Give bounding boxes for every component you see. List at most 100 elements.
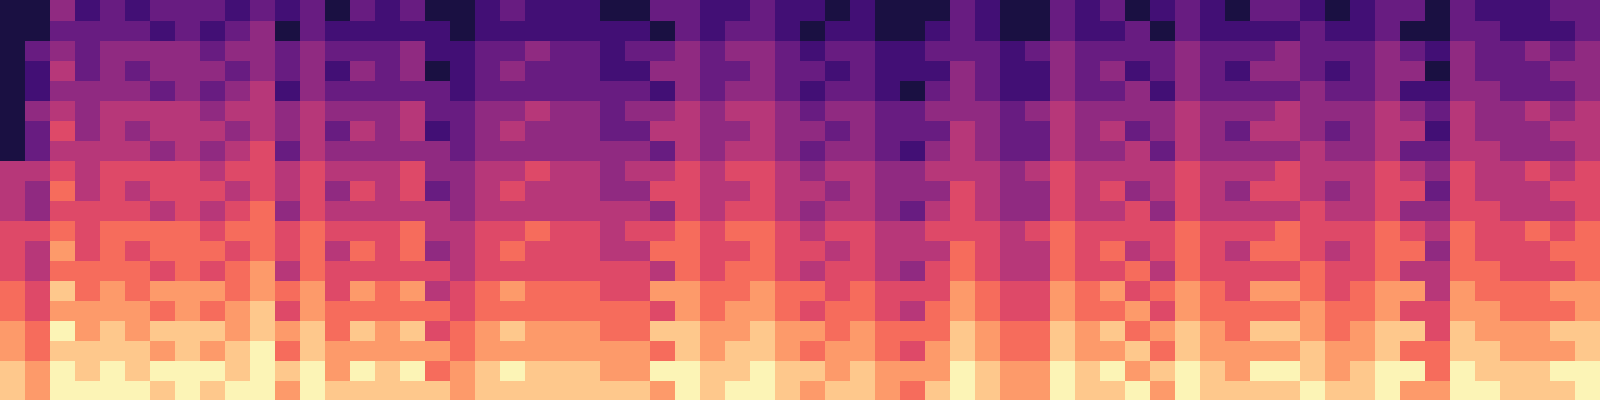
- cell: [975, 280, 1001, 301]
- cell: [1425, 180, 1451, 201]
- cell: [1450, 200, 1476, 221]
- cell: [1475, 220, 1501, 241]
- cell: [475, 140, 501, 161]
- cell: [475, 160, 501, 181]
- cell: [1525, 60, 1551, 81]
- cell: [1250, 20, 1276, 41]
- cell: [350, 320, 376, 341]
- cell: [525, 320, 551, 341]
- cell: [1125, 0, 1151, 21]
- cell: [800, 200, 826, 221]
- cell: [325, 100, 351, 121]
- cell: [575, 180, 601, 201]
- cell: [1525, 20, 1551, 41]
- cell: [1150, 240, 1176, 261]
- cell: [1550, 260, 1576, 281]
- cell: [225, 320, 251, 341]
- cell: [1350, 240, 1376, 261]
- cell: [325, 80, 351, 101]
- cell: [1100, 20, 1126, 41]
- cell: [1500, 180, 1526, 201]
- cell: [575, 160, 601, 181]
- cell: [1100, 220, 1126, 241]
- cell: [275, 0, 301, 21]
- cell: [775, 80, 801, 101]
- cell: [1225, 280, 1251, 301]
- cell: [1275, 220, 1301, 241]
- cell: [1550, 80, 1576, 101]
- cell: [425, 260, 451, 281]
- cell: [700, 360, 726, 381]
- cell: [725, 320, 751, 341]
- cell: [825, 320, 851, 341]
- cell: [250, 180, 276, 201]
- cell: [475, 120, 501, 141]
- cell: [1050, 160, 1076, 181]
- cell: [175, 380, 201, 400]
- cell: [500, 0, 526, 21]
- cell: [775, 100, 801, 121]
- cell: [1550, 280, 1576, 301]
- cell: [200, 200, 226, 221]
- cell: [600, 240, 626, 261]
- cell: [825, 120, 851, 141]
- cell: [800, 0, 826, 21]
- cell: [75, 340, 101, 361]
- cell: [75, 240, 101, 261]
- cell: [275, 140, 301, 161]
- cell: [75, 180, 101, 201]
- cell: [1175, 20, 1201, 41]
- cell: [200, 280, 226, 301]
- cell: [1000, 60, 1026, 81]
- cell: [850, 20, 876, 41]
- cell: [1225, 260, 1251, 281]
- cell: [1000, 180, 1026, 201]
- cell: [1075, 300, 1101, 321]
- cell: [1450, 20, 1476, 41]
- cell: [1075, 60, 1101, 81]
- cell: [800, 20, 826, 41]
- cell: [1275, 260, 1301, 281]
- cell: [25, 220, 51, 241]
- cell: [1550, 120, 1576, 141]
- cell: [1300, 220, 1326, 241]
- cell: [1475, 80, 1501, 101]
- cell: [100, 0, 126, 21]
- cell: [700, 180, 726, 201]
- cell: [1200, 100, 1226, 121]
- cell: [1300, 280, 1326, 301]
- cell: [1475, 20, 1501, 41]
- cell: [1225, 80, 1251, 101]
- cell: [700, 280, 726, 301]
- cell: [275, 220, 301, 241]
- cell: [1000, 200, 1026, 221]
- cell: [575, 340, 601, 361]
- cell: [1025, 140, 1051, 161]
- cell: [1200, 220, 1226, 241]
- cell: [825, 40, 851, 61]
- cell: [1125, 160, 1151, 181]
- cell: [75, 20, 101, 41]
- cell: [675, 220, 701, 241]
- cell: [800, 280, 826, 301]
- cell: [625, 120, 651, 141]
- cell: [1525, 140, 1551, 161]
- cell: [725, 100, 751, 121]
- cell: [475, 100, 501, 121]
- cell: [1500, 160, 1526, 181]
- cell: [150, 160, 176, 181]
- cell: [1025, 0, 1051, 21]
- cell: [1575, 140, 1600, 161]
- cell: [525, 200, 551, 221]
- cell: [1400, 360, 1426, 381]
- cell: [1550, 220, 1576, 241]
- cell: [1250, 280, 1276, 301]
- cell: [1500, 40, 1526, 61]
- cell: [100, 300, 126, 321]
- cell: [650, 80, 676, 101]
- cell: [1525, 80, 1551, 101]
- cell: [1550, 360, 1576, 381]
- cell: [775, 200, 801, 221]
- cell: [250, 20, 276, 41]
- cell: [850, 380, 876, 400]
